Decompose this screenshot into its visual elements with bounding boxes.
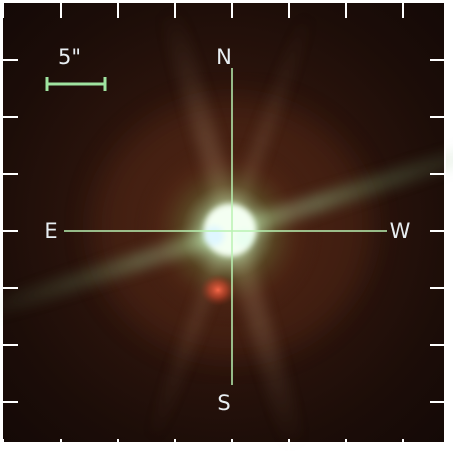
compass-north-label: N: [216, 45, 232, 69]
star-core: [204, 204, 256, 256]
scale-bar: [45, 77, 107, 91]
compass-east-label: E: [44, 219, 57, 243]
compass-west-label: W: [390, 219, 411, 243]
frame-border: [3, 3, 446, 444]
frame-ticks: [2, 3, 445, 454]
red-source: [200, 274, 236, 306]
compass-south-label: S: [217, 391, 230, 415]
scale-bar-label: 5": [58, 45, 81, 69]
crosshair: [64, 68, 387, 385]
